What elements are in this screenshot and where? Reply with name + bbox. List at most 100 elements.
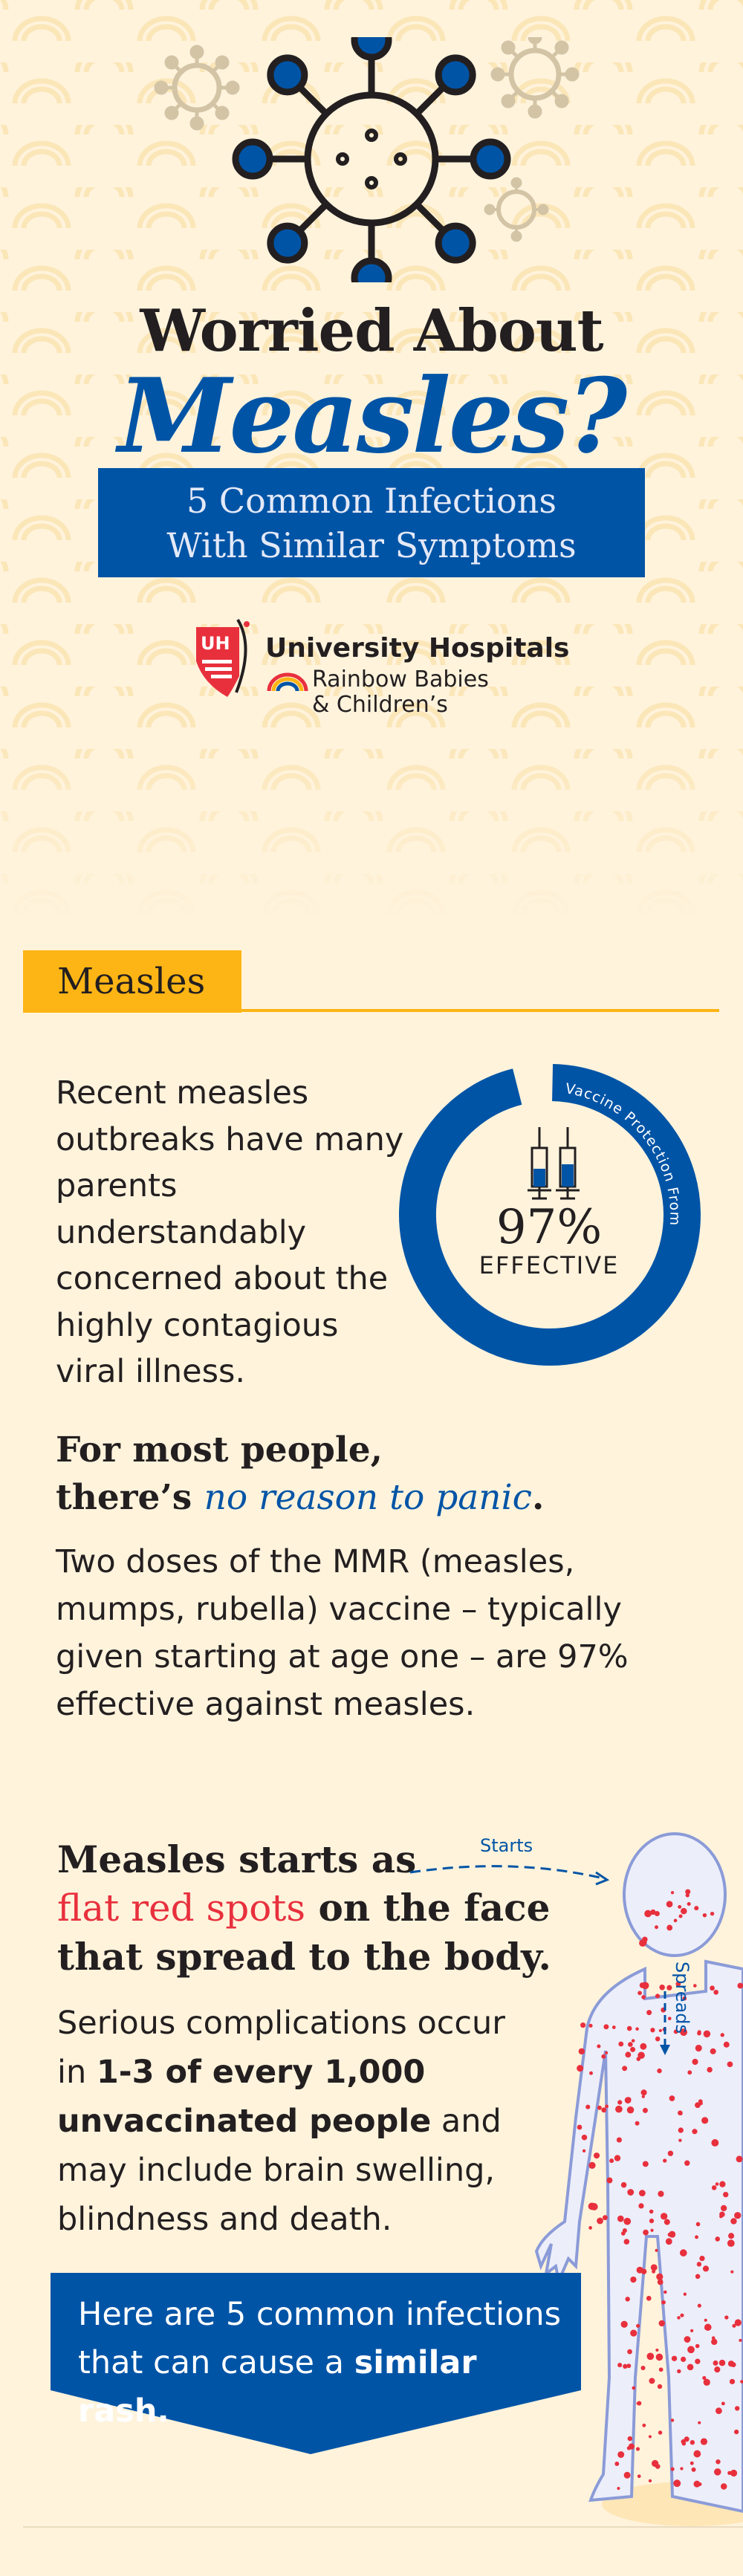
rash-spot xyxy=(656,2273,663,2280)
rash-spot xyxy=(657,2279,663,2285)
rash-spot xyxy=(728,2233,735,2239)
rash-spot xyxy=(714,2366,721,2373)
rash-spot xyxy=(666,1924,673,1931)
rash-spot xyxy=(648,2479,652,2483)
rash-spot xyxy=(690,2461,694,2465)
rash-spot xyxy=(730,2218,737,2225)
rash-spot xyxy=(593,2152,600,2159)
rash-spot xyxy=(718,2359,726,2366)
rash-spot xyxy=(684,2160,690,2166)
virus-spoke xyxy=(413,201,449,236)
rash-spot xyxy=(620,2320,628,2328)
complications-post: and may include brain swelling, blindnes… xyxy=(57,2103,502,2238)
rash-spot xyxy=(626,2106,635,2114)
spread-line-1: Measles starts as xyxy=(57,1837,417,1881)
rash-spot xyxy=(687,2364,694,2371)
rash-spot xyxy=(625,2051,632,2058)
rash-spot xyxy=(658,2190,664,2197)
rash-spot xyxy=(715,2182,719,2186)
rash-spot xyxy=(655,1925,658,1930)
rash-spot xyxy=(723,2191,729,2198)
rash-spot xyxy=(685,1889,691,1895)
rash-spot xyxy=(715,2236,720,2242)
rash-spot xyxy=(666,1901,673,1908)
rash-spot xyxy=(673,1918,678,1923)
rash-spot xyxy=(697,2031,701,2036)
rash-spot xyxy=(713,2468,721,2476)
rash-spot xyxy=(628,2443,635,2450)
rash-spot xyxy=(630,2329,637,2337)
university-hospitals-logo: UH University Hospitals Rainbow Babies &… xyxy=(195,617,569,718)
rash-spot xyxy=(679,2249,687,2257)
rash-spot xyxy=(678,1914,683,1918)
spread-heading: Measles starts as flat red spots on the … xyxy=(57,1835,551,1981)
rash-spot xyxy=(605,2104,609,2109)
rash-spot xyxy=(631,2039,635,2043)
rash-spot xyxy=(673,2479,681,2488)
rash-spot xyxy=(734,2212,742,2219)
red-spots-text: flat red spots xyxy=(57,1886,306,1930)
title-line-2: Measles? xyxy=(117,355,627,476)
rash-spot xyxy=(618,2041,624,2047)
rash-spot xyxy=(719,2214,723,2219)
rash-spot xyxy=(687,2346,695,2354)
subtitle-line-2: With Similar Symptoms xyxy=(166,525,577,565)
rash-spot xyxy=(628,2042,633,2047)
subtitle-line-1: 5 Common Infections xyxy=(186,481,557,521)
rash-spot xyxy=(582,2149,586,2152)
rash-spot xyxy=(720,2204,727,2212)
rash-spot xyxy=(675,1981,681,1987)
rash-spot xyxy=(681,2442,687,2446)
rash-spot xyxy=(698,2099,703,2104)
rash-spot xyxy=(620,2181,627,2188)
rash-spot xyxy=(636,2057,641,2061)
rash-spot xyxy=(640,2366,646,2371)
rash-spot xyxy=(650,2228,654,2232)
rash-spot xyxy=(663,2158,667,2163)
rash-spot xyxy=(622,2228,627,2233)
rash-spot xyxy=(626,2364,632,2369)
rash-spot xyxy=(623,2239,630,2245)
rash-spot xyxy=(641,1995,646,1999)
mmr-text: Two doses of the MMR (measles, mumps, ru… xyxy=(56,1543,629,1723)
rash-spot xyxy=(659,1985,665,1991)
rash-spot xyxy=(646,2295,652,2301)
section-tab-measles: Measles xyxy=(23,950,241,1013)
rash-spot xyxy=(609,2158,614,2164)
rash-spot xyxy=(730,2270,734,2274)
rash-spot xyxy=(690,2329,694,2333)
rash-spot xyxy=(713,2360,718,2366)
rash-spot xyxy=(695,2222,701,2227)
rash-spot xyxy=(727,2361,735,2367)
rash-spot xyxy=(702,2265,710,2272)
cta-text: Here are 5 common infections that can ca… xyxy=(78,2291,568,2436)
rash-spot xyxy=(732,2323,736,2328)
rash-spot xyxy=(649,2378,655,2384)
rash-spot xyxy=(702,2375,707,2381)
logo-name: University Hospitals xyxy=(265,633,570,664)
rash-spot xyxy=(680,2028,688,2037)
rash-spot xyxy=(641,2095,645,2098)
virus-spike xyxy=(267,222,308,264)
rash-spot xyxy=(646,2352,655,2361)
rash-spot xyxy=(655,2248,658,2252)
rainbow-icon xyxy=(267,672,308,692)
rash-spot xyxy=(680,2313,684,2317)
virus-spike xyxy=(470,138,511,180)
rash-spot xyxy=(694,1906,699,1911)
donut-caption: EFFECTIVE xyxy=(478,1251,620,1279)
rash-spot xyxy=(734,2429,739,2435)
rash-spot xyxy=(669,2232,675,2238)
logo-subname: Rainbow Babies & Children’s xyxy=(312,667,489,718)
rash-spot xyxy=(649,2218,655,2224)
rash-spot xyxy=(635,2027,639,2031)
rash-spot xyxy=(695,2044,702,2052)
rash-spot xyxy=(711,2185,717,2190)
rash-spot xyxy=(707,2066,713,2073)
rash-spots xyxy=(577,1889,743,2491)
rash-spot xyxy=(658,2028,662,2033)
rash-spot xyxy=(577,2124,583,2130)
rash-spot xyxy=(695,2343,700,2349)
rash-spot xyxy=(638,2203,644,2209)
rash-spot xyxy=(611,2025,616,2029)
